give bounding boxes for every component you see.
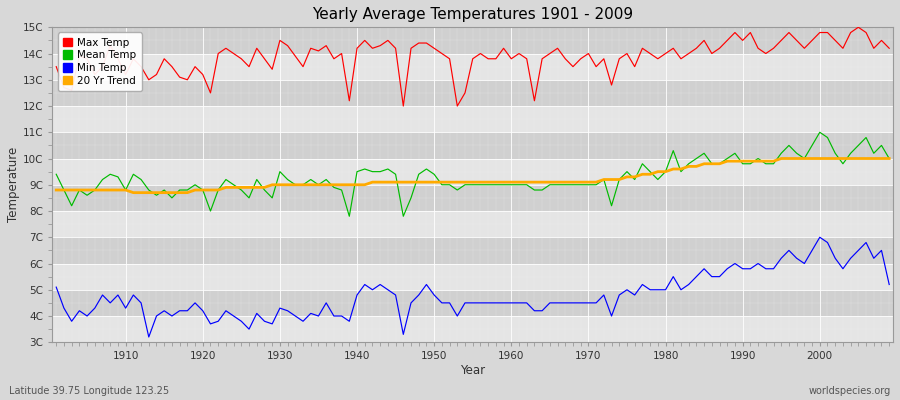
Bar: [52, 158, 893, 185]
Bar: [52, 264, 893, 290]
X-axis label: Year: Year: [460, 364, 485, 377]
Bar: [52, 106, 893, 132]
Title: Yearly Average Temperatures 1901 - 2009: Yearly Average Temperatures 1901 - 2009: [312, 7, 634, 22]
Bar: [52, 211, 893, 237]
Bar: [52, 316, 893, 342]
Legend: Max Temp, Mean Temp, Min Temp, 20 Yr Trend: Max Temp, Mean Temp, Min Temp, 20 Yr Tre…: [58, 32, 141, 91]
Y-axis label: Temperature: Temperature: [7, 147, 20, 222]
Text: worldspecies.org: worldspecies.org: [809, 386, 891, 396]
Bar: [52, 54, 893, 80]
Text: Latitude 39.75 Longitude 123.25: Latitude 39.75 Longitude 123.25: [9, 386, 169, 396]
